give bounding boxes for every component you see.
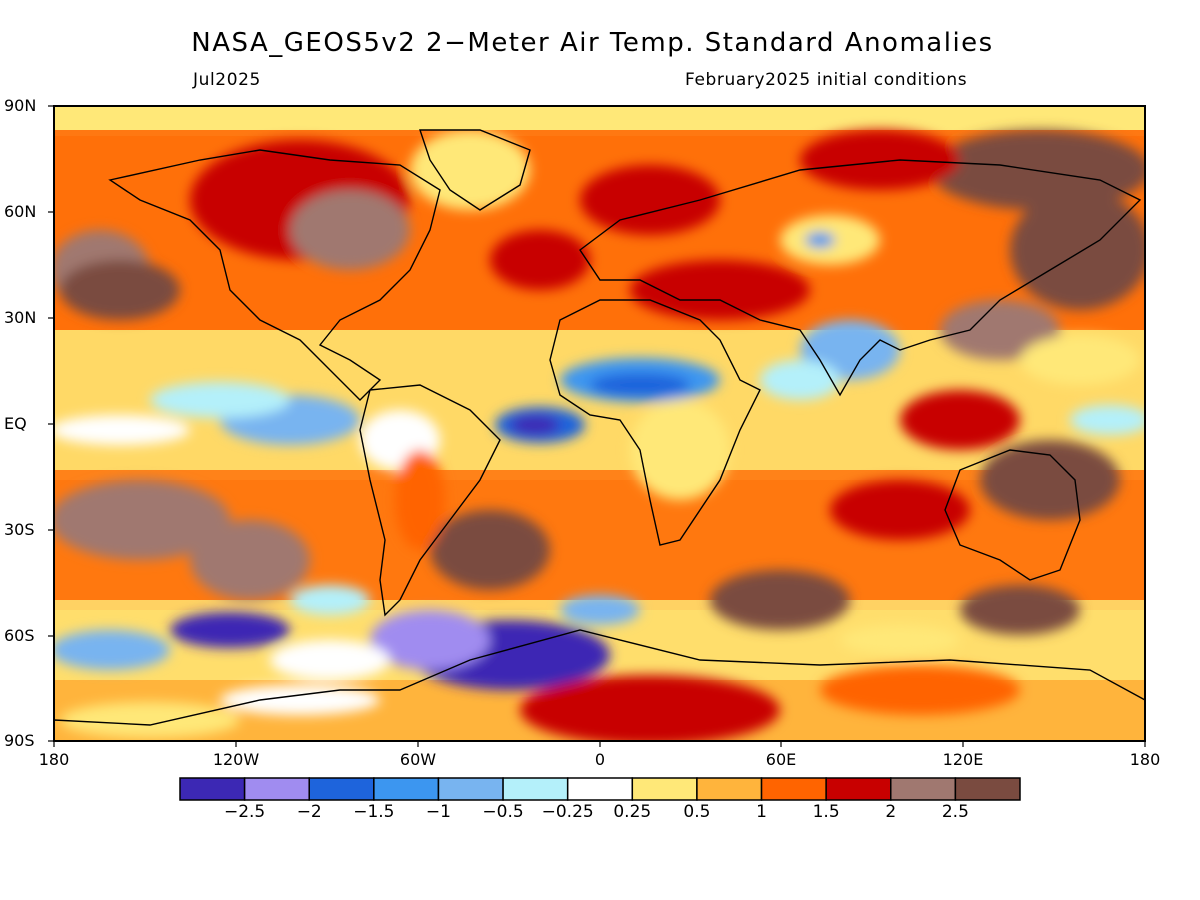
lon-label: 0 [594,750,606,769]
lat-label: 60S [4,626,35,645]
colorbar-swatch [373,777,440,801]
colorbar-label: −1.5 [353,802,395,822]
colorbar-label: −2.5 [223,802,266,822]
colorbar-swatch [631,777,698,801]
colorbar-label: −1 [425,802,451,822]
map-title: NASA_GEOS5v2 2−Meter Air Temp. Standard … [191,28,994,58]
colorbar-swatch [179,777,246,801]
valid-month-label: Jul2025 [193,70,261,90]
colorbar-swatch [243,777,310,801]
colorbar-label: −2 [296,802,322,822]
init-conditions-label: February2025 initial conditions [685,70,968,90]
colorbar [179,777,1021,801]
colorbar-swatch [825,777,892,801]
lon-label: 180 [38,750,70,769]
lon-label: 60W [399,750,437,769]
lat-label: 90N [4,96,37,115]
colorbar-swatch [502,777,569,801]
lat-label: 30N [4,308,37,327]
colorbar-label: 0.5 [683,802,711,822]
lat-label: 90S [4,731,35,750]
colorbar-swatch [696,777,763,801]
lon-label: 60E [765,750,797,769]
coastlines [54,129,1145,741]
lat-label: 60N [4,202,37,221]
lon-label: 180 [1129,750,1161,769]
colorbar-swatch [760,777,827,801]
lat-label: EQ [4,414,27,433]
anomaly-field [54,106,1145,741]
colorbar-label: 1 [756,802,767,822]
colorbar-swatch [308,777,375,801]
colorbar-swatch [566,777,634,801]
colorbar-label: −0.25 [541,802,594,822]
colorbar-label: 2.5 [941,802,969,822]
lon-label: 120W [212,750,260,769]
lon-label: 120E [942,750,984,769]
axis-ticks [48,105,1146,747]
colorbar-swatch [437,777,504,801]
colorbar-label: 1.5 [812,802,840,822]
colorbar-label: −0.5 [482,802,524,822]
colorbar-label: 0.25 [613,802,652,822]
colorbar-swatch [890,777,957,801]
colorbar-swatch [954,777,1021,801]
lat-label: 30S [4,520,35,539]
colorbar-label: 2 [885,802,897,822]
